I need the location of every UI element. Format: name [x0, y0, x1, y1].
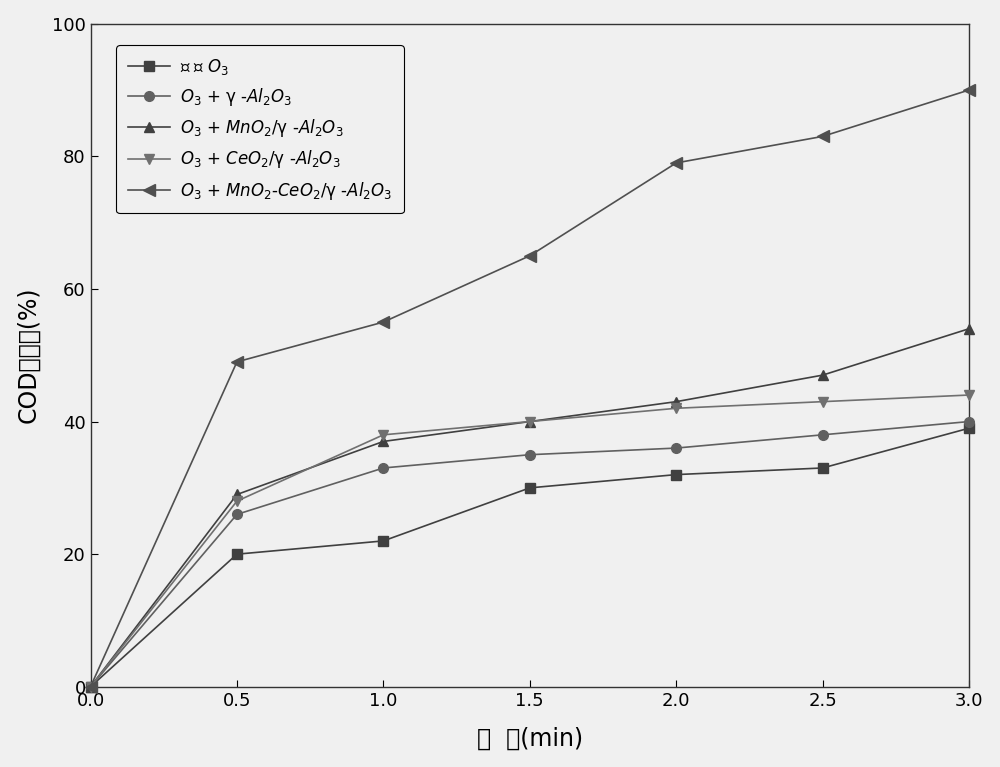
Y-axis label: COD去除率(%): COD去除率(%): [17, 287, 41, 423]
Legend: 只 通 $O_3$, $O_3$ + γ -$Al_2O_3$, $O_3$ + $MnO_2$/γ -$Al_2O_3$, $O_3$ + $CeO_2$/γ: 只 通 $O_3$, $O_3$ + γ -$Al_2O_3$, $O_3$ +…: [116, 45, 404, 213]
X-axis label: 时  间(min): 时 间(min): [477, 726, 583, 750]
